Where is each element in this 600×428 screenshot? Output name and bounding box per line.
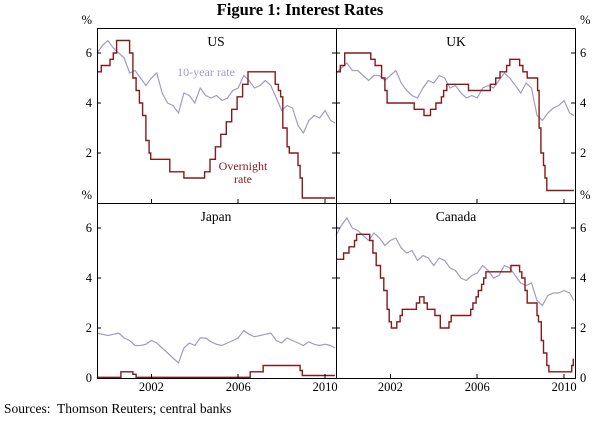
x-axis-label: 2010 <box>552 380 577 394</box>
y-axis-label: 4 <box>580 271 587 285</box>
ten-year-rate-annotation: 10-year rate <box>177 65 235 79</box>
y-axis-label: 4 <box>86 271 93 285</box>
percent-label: % <box>580 13 590 27</box>
y-axis-label: 4 <box>580 96 587 110</box>
x-axis-label: 2002 <box>378 380 403 394</box>
y-axis-label: 0 <box>86 371 92 385</box>
panel-title-us: US <box>207 34 225 49</box>
figure-title: Figure 1: Interest Rates <box>216 0 384 19</box>
uk-overnight-line <box>336 52 574 192</box>
percent-label: % <box>82 188 92 202</box>
japan-overnight-line <box>97 364 335 378</box>
y-axis-label: 4 <box>86 96 93 110</box>
panel-title-uk: UK <box>446 34 466 49</box>
y-axis-label: 6 <box>86 46 92 60</box>
y-axis-label: 2 <box>86 321 92 335</box>
x-axis-label: 2002 <box>139 380 164 394</box>
y-axis-label: 6 <box>580 46 586 60</box>
panel-title-japan: Japan <box>200 209 232 224</box>
x-axis-label: 2010 <box>313 380 338 394</box>
y-axis-label: 2 <box>86 146 92 160</box>
canada-overnight-line <box>336 233 574 373</box>
japan-ten-year-line <box>96 329 336 365</box>
sources-note: Sources: Thomson Reuters; central banks <box>4 401 232 416</box>
uk-ten-year-line <box>335 62 575 122</box>
us-ten-year-line <box>96 39 336 135</box>
y-axis-label: 6 <box>86 221 92 235</box>
y-axis-label: 0 <box>580 371 586 385</box>
y-axis-label: 2 <box>580 146 586 160</box>
percent-label: % <box>580 188 590 202</box>
percent-label: % <box>82 13 92 27</box>
canada-ten-year-line <box>335 216 575 307</box>
x-axis-label: 2006 <box>226 380 251 394</box>
panel-title-canada: Canada <box>435 209 477 224</box>
y-axis-label: 2 <box>580 321 586 335</box>
overnight-rate-annotation: Overnight rate <box>218 159 268 186</box>
y-axis-label: 6 <box>580 221 586 235</box>
us-overnight-line <box>97 39 335 199</box>
x-axis-label: 2006 <box>465 380 490 394</box>
